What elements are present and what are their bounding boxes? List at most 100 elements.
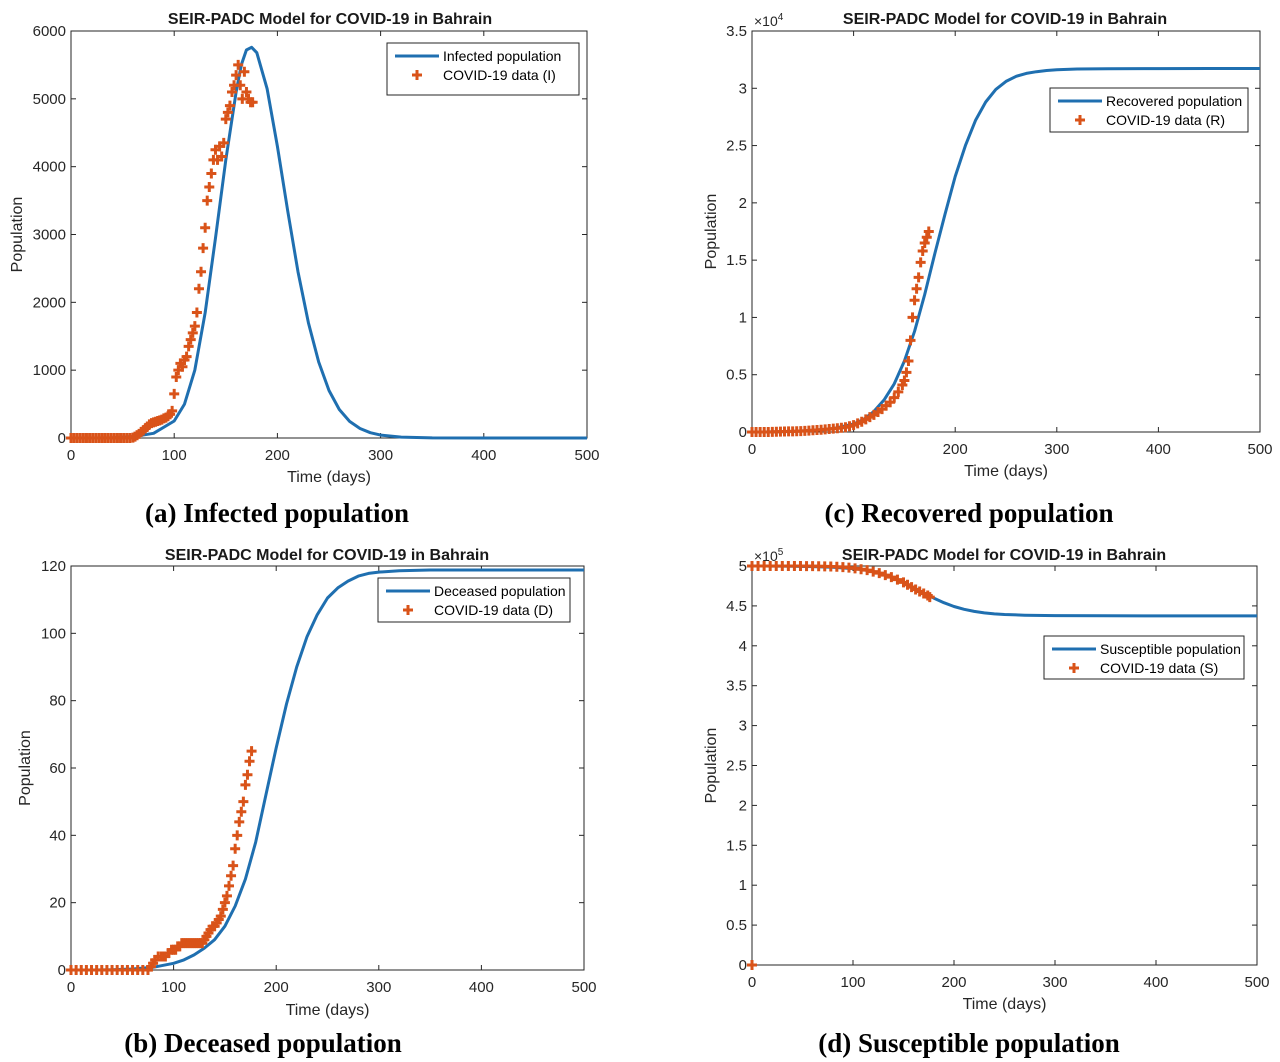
data-point-marker	[221, 890, 232, 901]
y-tick-label: 120	[41, 558, 66, 575]
legend-marker-swatch	[1075, 115, 1085, 125]
legend-box	[1049, 87, 1249, 133]
x-tick-label: 100	[162, 447, 187, 464]
data-point-marker	[923, 226, 934, 237]
data-point-marker	[202, 195, 213, 206]
x-tick-label: 300	[368, 447, 393, 464]
y-tick-label: 2	[739, 195, 747, 212]
data-point-marker	[206, 168, 217, 179]
y-axis-label: Population	[17, 730, 34, 806]
data-point-marker	[907, 312, 918, 323]
data-point-marker	[196, 266, 207, 277]
x-tick-label: 300	[366, 979, 391, 996]
y-tick-label: 0	[739, 424, 747, 441]
y-tick-label: 4000	[33, 159, 66, 176]
legend: Infected population COVID-19 data (I)	[386, 42, 580, 96]
data-markers	[747, 226, 934, 437]
x-tick-label: 500	[1247, 441, 1272, 458]
legend-marker-swatch	[412, 70, 422, 80]
data-markers	[66, 59, 258, 443]
legend: Susceptible population COVID-19 data (S)	[1043, 635, 1245, 680]
y-tick-label: 3	[739, 80, 747, 97]
x-axis-label: Time (days)	[286, 1002, 370, 1019]
data-point-marker	[901, 367, 912, 378]
data-point-marker	[886, 572, 897, 583]
data-point-marker	[238, 796, 249, 807]
y-tick-label: 4.5	[726, 598, 747, 615]
data-markers	[747, 561, 935, 603]
data-point-marker	[222, 107, 233, 118]
legend-entry: COVID-19 data (R)	[1106, 112, 1225, 128]
x-tick-label: 100	[161, 979, 186, 996]
y-tick-label: 80	[49, 693, 66, 710]
data-point-marker	[247, 97, 258, 108]
data-point-marker	[913, 272, 924, 283]
y-tick-label: 3.5	[726, 23, 747, 40]
data-point-marker	[917, 245, 928, 256]
data-point-marker	[893, 386, 904, 397]
x-tick-label: 0	[67, 447, 75, 464]
x-tick-label: 500	[571, 979, 596, 996]
data-point-marker	[244, 756, 255, 767]
x-tick-label: 500	[1244, 974, 1269, 991]
y-tick-label: 1	[739, 877, 747, 894]
data-point-marker	[183, 341, 194, 352]
y-axis-label: Population	[703, 728, 720, 804]
data-point-marker	[868, 566, 879, 577]
x-tick-label: 200	[943, 441, 968, 458]
legend-entry: Deceased population	[434, 583, 566, 599]
data-point-marker	[189, 321, 200, 332]
data-point-marker	[241, 87, 252, 98]
data-point-marker	[919, 237, 930, 248]
data-point-marker	[185, 334, 196, 345]
data-point-marker	[909, 295, 920, 306]
y-axis-exponent: ×104	[754, 12, 784, 29]
y-tick-label: 0	[739, 957, 747, 974]
data-point-marker	[242, 769, 253, 780]
y-tick-label: 0	[58, 430, 66, 447]
data-point-marker	[219, 897, 230, 908]
x-tick-label: 200	[264, 979, 289, 996]
x-tick-label: 400	[1146, 441, 1171, 458]
chart-title: SEIR-PADC Model for COVID-19 in Bahrain	[843, 11, 1167, 28]
data-point-marker	[921, 232, 932, 243]
legend: Deceased population COVID-19 data (D)	[377, 577, 571, 623]
data-point-marker	[171, 371, 182, 382]
data-point-marker	[889, 392, 900, 403]
legend-entry: COVID-19 data (D)	[434, 602, 553, 618]
data-point-marker	[204, 182, 215, 193]
data-point-marker	[246, 746, 257, 757]
plot-frame	[70, 565, 585, 971]
y-tick-label: 3000	[33, 227, 66, 244]
chart-panel-b: 0 100 200 300 400 500 0 20 40 60 80 100 120 SEIR-PADC…	[17, 547, 597, 1058]
data-point-marker	[193, 283, 204, 294]
legend: Recovered population COVID-19 data (R)	[1049, 87, 1249, 133]
y-tick-label: 1.5	[726, 837, 747, 854]
y-tick-label: 0.5	[726, 917, 747, 934]
y-tick-label: 6000	[33, 23, 66, 40]
data-point-marker	[905, 335, 916, 346]
data-point-marker	[167, 405, 178, 416]
data-point-marker	[230, 843, 241, 854]
chart-title: SEIR-PADC Model for COVID-19 in Bahrain	[842, 547, 1166, 564]
panel-caption: (d) Susceptible population	[818, 1028, 1120, 1058]
x-tick-label: 300	[1042, 974, 1067, 991]
x-tick-label: 500	[574, 447, 599, 464]
data-point-marker	[181, 351, 192, 362]
y-tick-label: 100	[41, 625, 66, 642]
y-tick-label: 60	[49, 760, 66, 777]
data-point-marker	[226, 87, 237, 98]
y-tick-label: 0.5	[726, 367, 747, 384]
y-tick-label: 5	[739, 558, 747, 575]
data-point-marker	[892, 574, 903, 585]
data-point-marker	[224, 880, 235, 891]
x-tick-label: 400	[1143, 974, 1168, 991]
y-tick-label: 1000	[33, 362, 66, 379]
chart-panel-c: 0 100 200 300 400 500 0 0.5 1 1.5 2 2.5 3 3.5 ×104 SEIR…	[703, 11, 1273, 528]
y-tick-label: 3.5	[726, 678, 747, 695]
plot-frame	[751, 565, 1258, 966]
panel-caption: (a) Infected population	[145, 498, 409, 528]
data-point-marker	[232, 830, 243, 841]
data-point-marker	[233, 59, 244, 70]
